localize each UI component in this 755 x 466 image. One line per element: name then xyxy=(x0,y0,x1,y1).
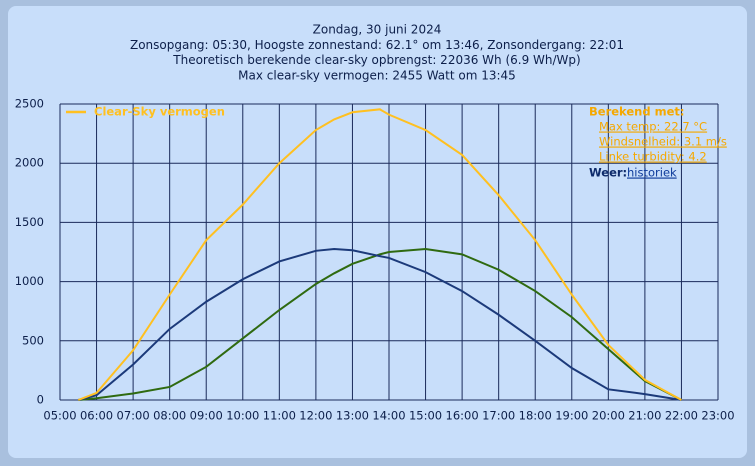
x-tick-label: 16:00 xyxy=(446,409,479,423)
x-tick-label: 11:00 xyxy=(263,409,296,423)
annotation-heading: Berekend met: xyxy=(589,105,684,119)
y-tick-label: 1500 xyxy=(15,215,44,229)
x-tick-label: 23:00 xyxy=(701,409,734,423)
weather-link[interactable]: historiek xyxy=(627,166,677,180)
series-line xyxy=(77,108,682,401)
legend-label: Clear-Sky vermogen xyxy=(94,105,225,119)
weather-label: Weer: xyxy=(589,166,627,180)
annotation-link[interactable]: Windsnelheid: 3.1 m/s xyxy=(599,135,727,149)
x-tick-label: 10:00 xyxy=(226,409,259,423)
x-tick-label: 21:00 xyxy=(628,409,661,423)
x-tick-label: 22:00 xyxy=(665,409,698,423)
chart-title: Zonsopgang: 05:30, Hoogste zonnestand: 6… xyxy=(130,38,624,52)
chart-title: Max clear-sky vermogen: 2455 Watt om 13:… xyxy=(238,68,516,82)
x-tick-label: 09:00 xyxy=(190,409,223,423)
x-tick-label: 19:00 xyxy=(555,409,588,423)
series-line xyxy=(78,248,682,401)
y-tick-label: 500 xyxy=(22,333,44,347)
annotation-link[interactable]: Max temp: 22.7 °C xyxy=(599,120,707,134)
x-tick-label: 08:00 xyxy=(153,409,186,423)
annotation-link[interactable]: Linke turbidity: 4.2 xyxy=(599,150,707,164)
y-tick-label: 2500 xyxy=(15,97,44,111)
y-tick-label: 1000 xyxy=(15,274,44,288)
chart-title: Theoretisch berekende clear-sky opbrengs… xyxy=(172,53,580,67)
y-tick-label: 0 xyxy=(37,393,44,407)
series-line xyxy=(78,248,682,401)
x-tick-label: 13:00 xyxy=(336,409,369,423)
x-tick-label: 20:00 xyxy=(592,409,625,423)
x-tick-label: 14:00 xyxy=(372,409,405,423)
x-tick-label: 18:00 xyxy=(519,409,552,423)
x-tick-label: 12:00 xyxy=(299,409,332,423)
x-tick-label: 15:00 xyxy=(409,409,442,423)
y-tick-label: 2000 xyxy=(15,156,44,170)
chart-title: Zondag, 30 juni 2024 xyxy=(313,23,442,37)
x-tick-label: 17:00 xyxy=(482,409,515,423)
x-tick-label: 05:00 xyxy=(43,409,76,423)
panel xyxy=(8,6,747,458)
x-tick-label: 06:00 xyxy=(80,409,113,423)
x-tick-label: 07:00 xyxy=(117,409,150,423)
